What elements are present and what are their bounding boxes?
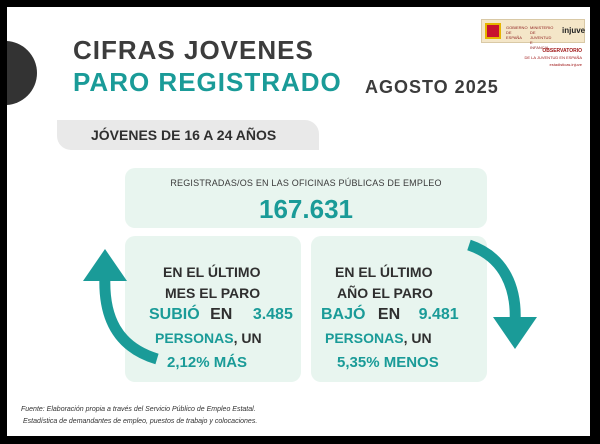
injuve-logo: injuve	[562, 26, 586, 35]
down-arrow-icon	[467, 239, 537, 349]
monthly-verb: SUBIÓ	[149, 306, 200, 323]
annual-comma-un: , UN	[403, 330, 432, 346]
observatory-website: estadisticas.injuve	[549, 62, 582, 67]
source-line-1: Fuente: Elaboración propia a través del …	[21, 406, 256, 413]
up-arrow-icon	[83, 249, 159, 365]
annual-line-2: AÑO EL PARO	[337, 285, 433, 301]
monthly-percent: 2,12% MÁS	[167, 354, 248, 371]
annual-prep: EN	[377, 306, 401, 323]
monthly-people: PERSONAS	[155, 330, 234, 346]
annual-percent: 5,35% MENOS	[337, 354, 439, 371]
infographic-card: CIFRAS JOVENES PARO REGISTRADO AGOSTO 20…	[7, 7, 590, 436]
monthly-prep: EN	[210, 306, 233, 323]
registered-value: 167.631	[259, 194, 353, 224]
period-label: AGOSTO 2025	[365, 77, 499, 97]
title-line-2: PARO REGISTRADO	[73, 67, 342, 97]
registered-label: REGISTRADAS/OS EN LAS OFICINAS PÚBLICAS …	[170, 178, 442, 188]
arrows-layer	[83, 239, 537, 365]
annual-people: PERSONAS	[325, 330, 404, 346]
annual-verb: BAJÓ	[321, 306, 366, 323]
monthly-line-2: MES EL PARO	[165, 285, 261, 301]
registered-panel: REGISTRADAS/OS EN LAS OFICINAS PÚBLICAS …	[125, 168, 487, 228]
observatory-subtitle: DE LA JUVENTUD EN ESPAÑA	[524, 55, 583, 60]
monthly-amount: 3.485	[252, 306, 293, 323]
annual-amount: 9.481	[418, 306, 459, 323]
title-line-1: CIFRAS JOVENES	[73, 35, 314, 65]
monthly-panel: EN EL ÚLTIMO MES EL PARO SUBIÓ EN 3.485 …	[125, 236, 301, 382]
annual-line-1: EN EL ÚLTIMO	[335, 264, 433, 280]
government-logo: GOBIERNO DE ESPAÑA MINISTERIO DE JUVENTU…	[481, 19, 586, 50]
age-band: JÓVENES DE 16 A 24 AÑOS	[57, 120, 319, 150]
annual-panel: EN EL ÚLTIMO AÑO EL PARO BAJÓ EN 9.481 P…	[311, 236, 487, 382]
logo-block: GOBIERNO DE ESPAÑA MINISTERIO DE JUVENTU…	[481, 15, 585, 70]
monthly-comma-un: , UN	[233, 330, 262, 346]
observatory-title: OBSERVATORIO	[542, 48, 582, 54]
age-band-label: JÓVENES DE 16 A 24 AÑOS	[91, 127, 277, 143]
spain-crest-icon	[485, 23, 501, 39]
source-line-2: Estadística de demandantes de empleo, pu…	[23, 418, 258, 425]
ministry-text: MINISTERIO DE JUVENTUD E INFANCIA	[530, 25, 554, 50]
gov-text: GOBIERNO DE ESPAÑA	[506, 25, 528, 40]
monthly-line-1: EN EL ÚLTIMO	[163, 264, 261, 280]
